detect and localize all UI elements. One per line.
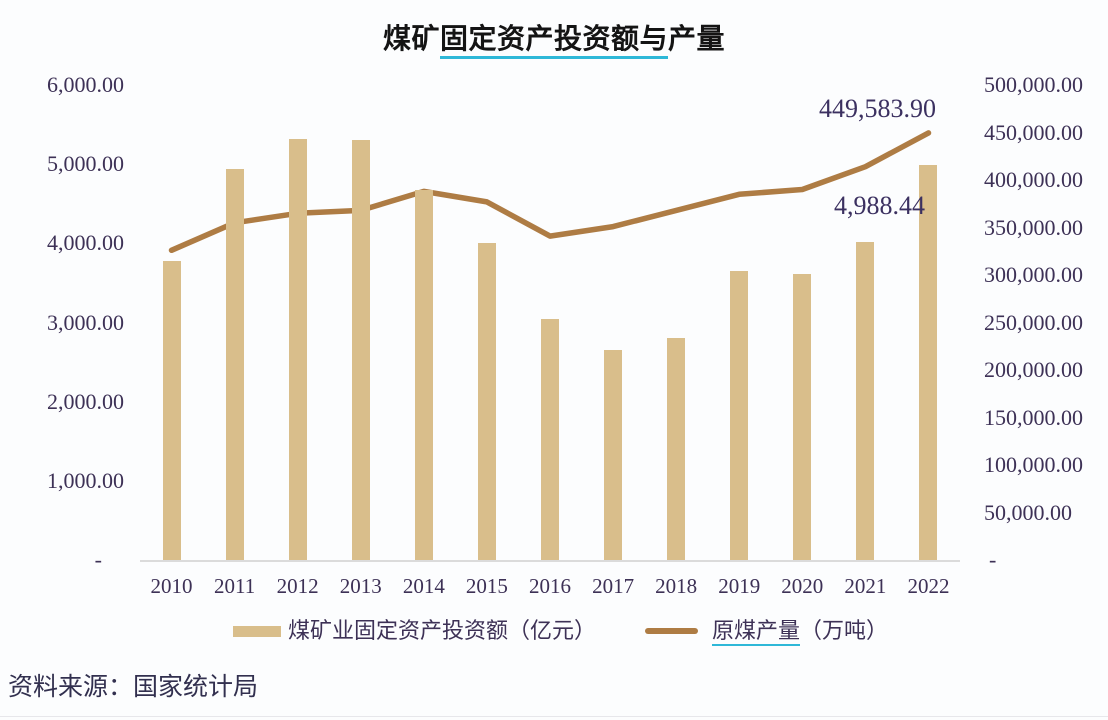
left-axis-tick-label: 4,000.00: [47, 230, 124, 256]
page-bottom-edge: [0, 716, 1108, 717]
x-axis-label-2010: 2010: [150, 574, 193, 598]
right-axis-tick-label: 450,000.00: [984, 119, 1083, 145]
chart-title: 煤矿固定资产投资额与产量: [0, 17, 1108, 59]
left-axis-tick-label: 5,000.00: [47, 151, 124, 177]
left-axis-tick-label: 1,000.00: [47, 467, 124, 493]
legend-line-swatch: [645, 628, 698, 634]
legend-bar-label: 煤矿业固定资产投资额（亿元）: [288, 618, 597, 643]
left-axis-tick-label: -: [94, 547, 102, 572]
right-axis-tick-label: -: [989, 547, 997, 572]
right-axis-tick-label: 50,000.00: [984, 499, 1072, 525]
bar-2011: [225, 168, 244, 560]
x-axis-line: [140, 560, 960, 562]
legend-line-label: 原煤产量（万吨）: [712, 618, 889, 646]
x-axis-label-2020: 2020: [781, 574, 824, 598]
right-axis-tick-label: 500,000.00: [984, 72, 1083, 97]
x-axis-label-2011: 2011: [213, 574, 256, 598]
legend-line-label-underlined: 原煤产量: [712, 618, 801, 646]
bar-2021: [856, 241, 875, 560]
bar-2012: [288, 138, 307, 560]
right-axis-tick-label: 350,000.00: [984, 214, 1083, 240]
chart-title-suffix: 产量: [668, 24, 726, 55]
bar-2010: [162, 260, 181, 560]
x-axis-label-2015: 2015: [465, 574, 508, 598]
right-axis-tick-label: 100,000.00: [984, 452, 1083, 477]
legend-bar-swatch: [233, 626, 281, 637]
x-axis-label-2019: 2019: [718, 574, 761, 598]
x-axis-label-2014: 2014: [402, 574, 445, 598]
right-axis-tick-label: 150,000.00: [984, 404, 1083, 430]
x-axis-label-2022: 2022: [907, 574, 950, 598]
left-axis-tick-label: 3,000.00: [47, 309, 124, 335]
left-axis-tick-label: 6,000.00: [47, 72, 124, 97]
bar-2015: [477, 242, 496, 560]
left-axis-tick-label: 2,000.00: [47, 388, 124, 414]
chart-title-prefix: 煤矿: [382, 24, 440, 55]
source-note: 资料来源：国家统计局: [8, 674, 259, 701]
data-label-bar-2022: 4,988.44: [833, 191, 925, 221]
bar-2020: [793, 274, 812, 560]
x-axis-label-2013: 2013: [339, 574, 382, 598]
bar-2017: [604, 350, 623, 560]
chart-title-underlined: 固定资产投资额与: [439, 24, 668, 59]
right-axis-tick-label: 400,000.00: [984, 167, 1083, 192]
x-axis-label-2016: 2016: [528, 574, 571, 598]
x-axis-label-2017: 2017: [592, 574, 635, 598]
bar-2016: [541, 319, 559, 560]
bar-2013: [351, 140, 370, 560]
bar-2018: [667, 337, 686, 560]
right-axis-tick-label: 300,000.00: [984, 262, 1083, 287]
bar-2014: [414, 189, 433, 560]
right-axis-tick-label: 250,000.00: [984, 309, 1083, 335]
x-axis-label-2021: 2021: [844, 574, 887, 598]
data-label-line-2022: 449,583.90: [818, 93, 936, 123]
x-axis-label-2012: 2012: [276, 574, 319, 598]
bar-2019: [730, 271, 749, 560]
legend-line-label-unit: （万吨）: [800, 618, 889, 643]
x-axis-label-2018: 2018: [655, 574, 698, 598]
right-axis-tick-label: 200,000.00: [984, 357, 1083, 382]
bar-2022: [919, 165, 938, 560]
